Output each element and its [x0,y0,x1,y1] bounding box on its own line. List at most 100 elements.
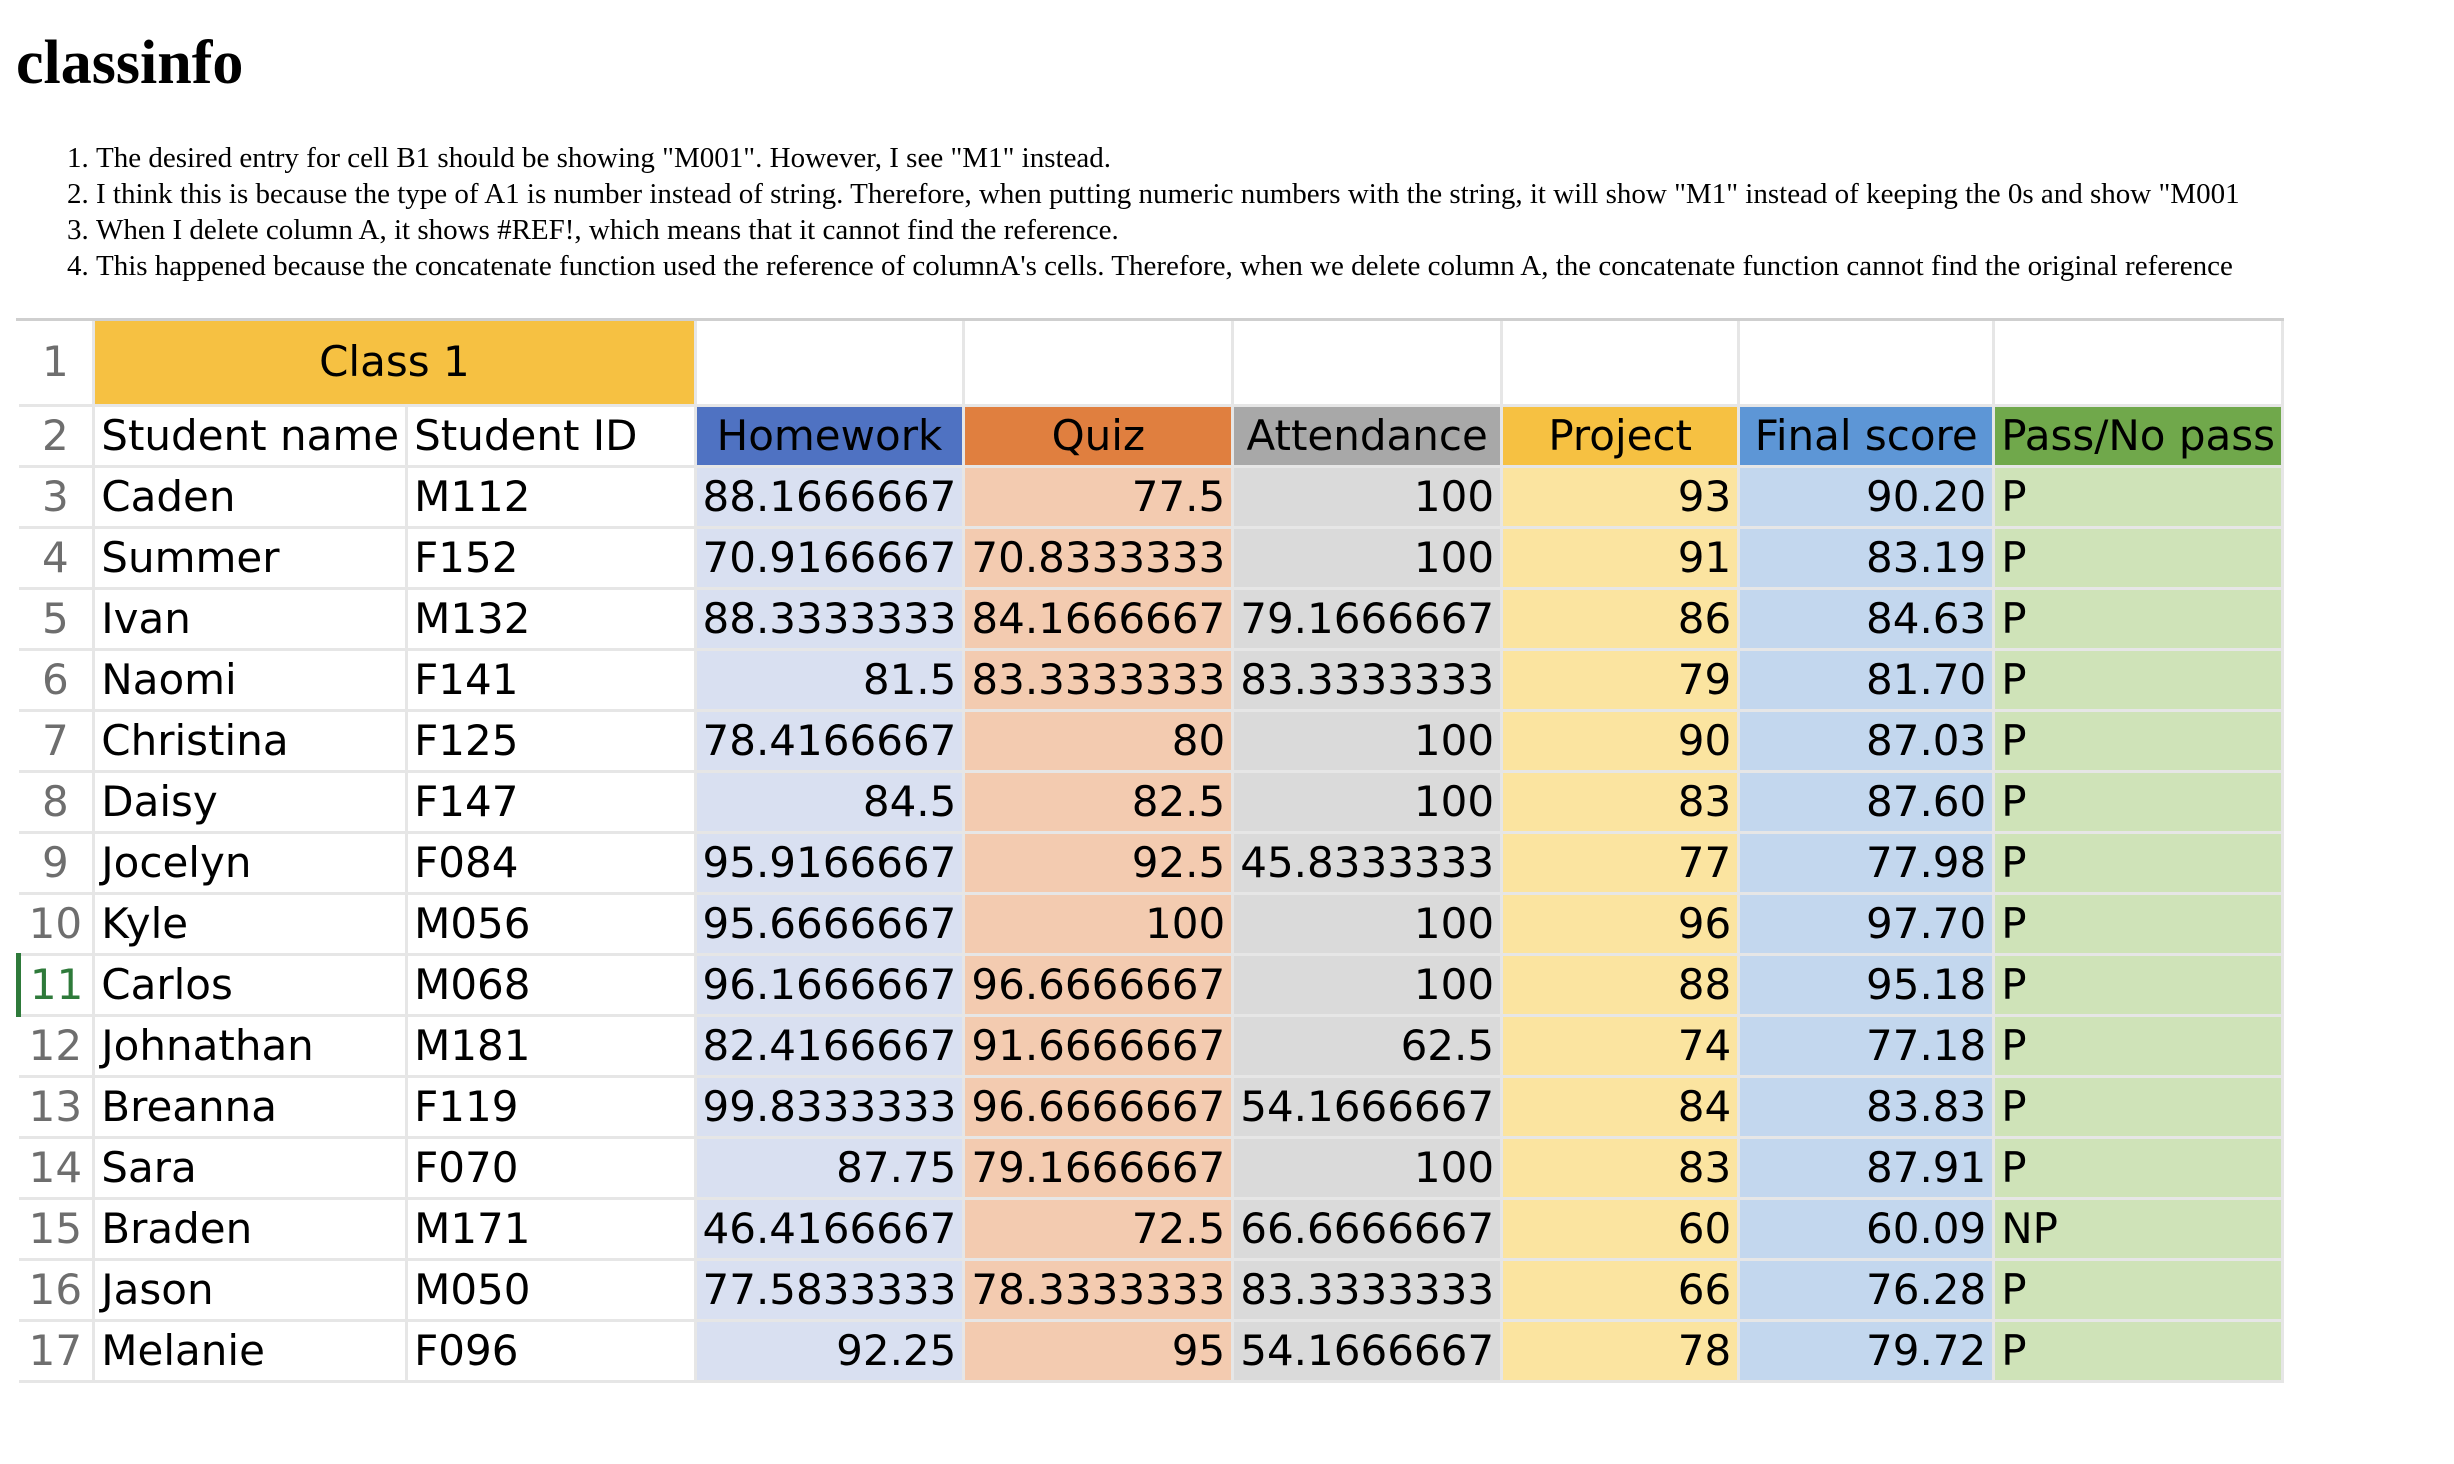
student-name-cell[interactable]: Daisy [93,771,409,834]
homework-cell[interactable]: 95.6666667 [695,893,966,956]
empty-cell[interactable] [1738,321,1996,407]
project-cell[interactable]: 78 [1501,1320,1741,1383]
attendance-cell[interactable]: 100 [1232,1137,1504,1200]
student-id-cell[interactable]: M181 [406,1015,697,1078]
attendance-cell[interactable]: 100 [1232,771,1504,834]
homework-cell[interactable]: 95.9166667 [695,832,966,895]
empty-cell[interactable] [1232,321,1504,407]
project-cell[interactable]: 86 [1501,588,1741,651]
final-score-cell[interactable]: 97.70 [1738,893,1996,956]
final-score-cell[interactable]: 87.91 [1738,1137,1996,1200]
student-id-cell[interactable]: M050 [406,1259,697,1322]
project-cell[interactable]: 66 [1501,1259,1741,1322]
student-id-cell[interactable]: M112 [406,466,697,529]
project-cell[interactable]: 77 [1501,832,1741,895]
final-score-cell[interactable]: 77.98 [1738,832,1996,895]
project-cell[interactable]: 90 [1501,710,1741,773]
pass-cell[interactable]: P [1993,1076,2284,1139]
final-score-cell[interactable]: 84.63 [1738,588,1996,651]
homework-cell[interactable]: 87.75 [695,1137,966,1200]
student-id-cell[interactable]: F141 [406,649,697,712]
homework-cell[interactable]: 88.3333333 [695,588,966,651]
quiz-cell[interactable]: 82.5 [963,771,1235,834]
final-score-cell[interactable]: 83.19 [1738,527,1996,590]
project-cell[interactable]: 79 [1501,649,1741,712]
homework-cell[interactable]: 78.4166667 [695,710,966,773]
student-name-cell[interactable]: Summer [93,527,409,590]
project-cell[interactable]: 84 [1501,1076,1741,1139]
homework-cell[interactable]: 81.5 [695,649,966,712]
quiz-cell[interactable]: 91.6666667 [963,1015,1235,1078]
attendance-cell[interactable]: 54.1666667 [1232,1076,1504,1139]
student-id-cell[interactable]: F096 [406,1320,697,1383]
student-id-cell[interactable]: M171 [406,1198,697,1261]
student-name-cell[interactable]: Jocelyn [93,832,409,895]
attendance-cell[interactable]: 62.5 [1232,1015,1504,1078]
quiz-cell[interactable]: 80 [963,710,1235,773]
student-id-cell[interactable]: F119 [406,1076,697,1139]
empty-cell[interactable] [963,321,1235,407]
header-project[interactable]: Project [1501,405,1741,468]
final-score-cell[interactable]: 90.20 [1738,466,1996,529]
attendance-cell[interactable]: 100 [1232,893,1504,956]
student-id-cell[interactable]: F070 [406,1137,697,1200]
student-name-cell[interactable]: Jason [93,1259,409,1322]
student-name-cell[interactable]: Sara [93,1137,409,1200]
final-score-cell[interactable]: 60.09 [1738,1198,1996,1261]
project-cell[interactable]: 93 [1501,466,1741,529]
project-cell[interactable]: 83 [1501,771,1741,834]
header-pass[interactable]: Pass/No pass [1993,405,2284,468]
attendance-cell[interactable]: 79.1666667 [1232,588,1504,651]
final-score-cell[interactable]: 87.60 [1738,771,1996,834]
header-quiz[interactable]: Quiz [963,405,1235,468]
final-score-cell[interactable]: 77.18 [1738,1015,1996,1078]
quiz-cell[interactable]: 95 [963,1320,1235,1383]
student-name-cell[interactable]: Kyle [93,893,409,956]
pass-cell[interactable]: P [1993,893,2284,956]
pass-cell[interactable]: P [1993,466,2284,529]
attendance-cell[interactable]: 66.6666667 [1232,1198,1504,1261]
attendance-cell[interactable]: 100 [1232,710,1504,773]
student-name-cell[interactable]: Johnathan [93,1015,409,1078]
homework-cell[interactable]: 70.9166667 [695,527,966,590]
pass-cell[interactable]: P [1993,1015,2284,1078]
attendance-cell[interactable]: 83.3333333 [1232,649,1504,712]
class-title-cell[interactable]: Class 1 [93,321,697,407]
student-id-cell[interactable]: M132 [406,588,697,651]
final-score-cell[interactable]: 87.03 [1738,710,1996,773]
quiz-cell[interactable]: 92.5 [963,832,1235,895]
header-student-name[interactable]: Student name [93,405,409,468]
homework-cell[interactable]: 92.25 [695,1320,966,1383]
pass-cell[interactable]: P [1993,1259,2284,1322]
quiz-cell[interactable]: 84.1666667 [963,588,1235,651]
header-student-id[interactable]: Student ID [406,405,697,468]
homework-cell[interactable]: 84.5 [695,771,966,834]
header-final-score[interactable]: Final score [1738,405,1996,468]
quiz-cell[interactable]: 72.5 [963,1198,1235,1261]
project-cell[interactable]: 96 [1501,893,1741,956]
student-id-cell[interactable]: F147 [406,771,697,834]
student-name-cell[interactable]: Ivan [93,588,409,651]
student-id-cell[interactable]: F125 [406,710,697,773]
project-cell[interactable]: 91 [1501,527,1741,590]
pass-cell[interactable]: P [1993,527,2284,590]
homework-cell[interactable]: 96.1666667 [695,954,966,1017]
pass-cell[interactable]: NP [1993,1198,2284,1261]
student-name-cell[interactable]: Braden [93,1198,409,1261]
pass-cell[interactable]: P [1993,710,2284,773]
student-name-cell[interactable]: Carlos [93,954,409,1017]
homework-cell[interactable]: 82.4166667 [695,1015,966,1078]
project-cell[interactable]: 74 [1501,1015,1741,1078]
attendance-cell[interactable]: 100 [1232,466,1504,529]
header-attendance[interactable]: Attendance [1232,405,1504,468]
quiz-cell[interactable]: 96.6666667 [963,1076,1235,1139]
quiz-cell[interactable]: 70.8333333 [963,527,1235,590]
quiz-cell[interactable]: 100 [963,893,1235,956]
pass-cell[interactable]: P [1993,1320,2284,1383]
pass-cell[interactable]: P [1993,588,2284,651]
quiz-cell[interactable]: 83.3333333 [963,649,1235,712]
quiz-cell[interactable]: 79.1666667 [963,1137,1235,1200]
homework-cell[interactable]: 77.5833333 [695,1259,966,1322]
project-cell[interactable]: 83 [1501,1137,1741,1200]
pass-cell[interactable]: P [1993,1137,2284,1200]
